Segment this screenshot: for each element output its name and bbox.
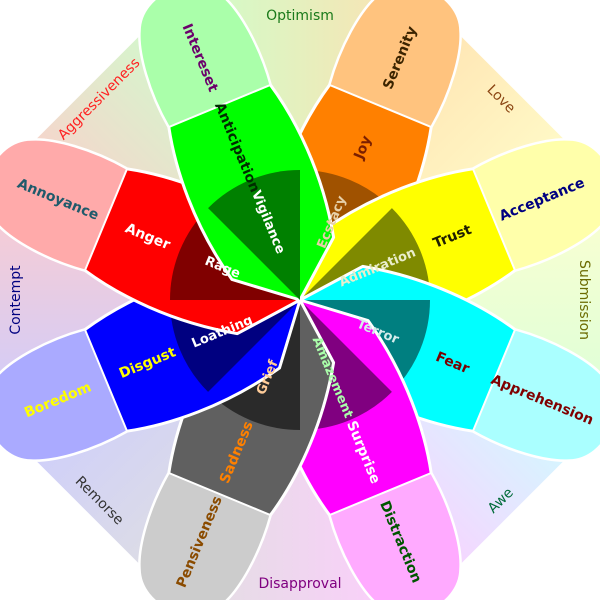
petal-anger-mild — [0, 138, 129, 272]
petal-sadness-mild — [138, 471, 272, 600]
petal-anticipation — [138, 0, 336, 302]
petal-trust-mild — [471, 138, 600, 272]
petal-disgust-mild — [0, 328, 129, 462]
dyad-label-optimism: Optimism — [266, 8, 334, 24]
petal-anticipation-intense — [208, 170, 301, 300]
dyad-label-submission: Submission — [576, 260, 592, 340]
dyad-label-disapproval: Disapproval — [258, 576, 341, 592]
petal-anticipation-mild — [138, 0, 272, 129]
petal-surprise-mild — [328, 471, 462, 600]
petal-fear-mild — [471, 328, 600, 462]
petal-joy-mild — [328, 0, 462, 129]
dyad-label-contempt: Contempt — [8, 265, 24, 335]
